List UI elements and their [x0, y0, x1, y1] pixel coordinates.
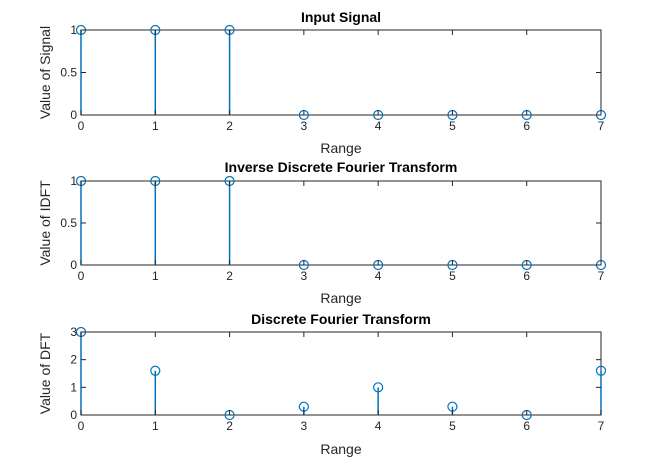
y-tick-label: 0.5 — [60, 66, 77, 80]
x-tick-label: 7 — [598, 269, 605, 283]
x-tick-label: 2 — [226, 119, 233, 133]
x-tick-label: 3 — [301, 419, 308, 433]
chart-title: Discrete Fourier Transform — [251, 311, 431, 327]
y-tick-label: 1 — [70, 23, 77, 37]
x-axis-label: Range — [320, 140, 361, 156]
x-tick-label: 1 — [152, 419, 159, 433]
axes-box — [80, 29, 602, 116]
x-axis-label: Range — [320, 441, 361, 457]
chart-title: Input Signal — [301, 9, 381, 25]
x-tick-labels: 0 1 2 3 4 5 6 7 — [78, 332, 605, 433]
x-tick-label: 6 — [523, 419, 530, 433]
y-tick-label: 1 — [70, 174, 77, 188]
x-tick-label: 3 — [301, 269, 308, 283]
x-tick-label: 4 — [375, 119, 382, 133]
subplot-idft: Inverse Discrete Fourier Transform 0 1 2 3 4… — [37, 159, 607, 306]
x-tick-label: 1 — [152, 269, 159, 283]
y-tick-label: 0 — [70, 258, 77, 272]
chart-title: Inverse Discrete Fourier Transform — [225, 159, 458, 175]
x-tick-labels: 0 1 2 3 4 5 6 7 — [78, 181, 605, 283]
y-tick-label: 3 — [70, 325, 77, 339]
x-tick-label: 4 — [375, 419, 382, 433]
x-tick-label: 4 — [375, 269, 382, 283]
y-tick-labels: 0 1 2 3 — [70, 325, 601, 422]
x-tick-label: 2 — [226, 419, 233, 433]
stem-marker — [373, 382, 384, 393]
x-tick-label: 0 — [78, 419, 85, 433]
y-tick-label: 1 — [70, 380, 77, 394]
stem-marker — [150, 365, 161, 376]
y-tick-label: 2 — [70, 353, 77, 367]
x-tick-label: 3 — [301, 119, 308, 133]
x-tick-label: 2 — [226, 269, 233, 283]
y-tick-label: 0 — [70, 408, 77, 422]
x-tick-label: 7 — [598, 419, 605, 433]
y-axis-label: Value of DFT — [37, 332, 53, 414]
y-axis-label: Value of IDFT — [37, 180, 53, 266]
x-tick-labels: 0 1 2 3 4 5 6 7 — [78, 30, 605, 133]
x-tick-label: 7 — [598, 119, 605, 133]
stem-series — [75, 175, 607, 271]
stem-series — [75, 326, 607, 421]
y-tick-labels: 00.51 — [60, 23, 601, 122]
x-tick-label: 1 — [152, 119, 159, 133]
x-tick-label: 0 — [78, 119, 85, 133]
x-tick-label: 5 — [449, 119, 456, 133]
x-tick-label: 5 — [449, 419, 456, 433]
axes-box — [80, 180, 602, 266]
x-tick-label: 0 — [78, 269, 85, 283]
stem-marker — [595, 365, 607, 376]
y-axis-label: Value of Signal — [37, 26, 53, 119]
x-axis-label: Range — [320, 290, 361, 306]
x-tick-label: 5 — [449, 269, 456, 283]
x-tick-label: 6 — [523, 119, 530, 133]
y-tick-labels: 00.51 — [60, 174, 601, 272]
y-tick-label: 0 — [70, 108, 77, 122]
subplot-dft: Discrete Fourier Transform 0 1 2 3 4 5 6 7 0 1 2 3… — [37, 311, 607, 457]
y-tick-label: 0.5 — [60, 216, 77, 230]
stem-series — [75, 24, 607, 121]
x-tick-label: 6 — [523, 269, 530, 283]
